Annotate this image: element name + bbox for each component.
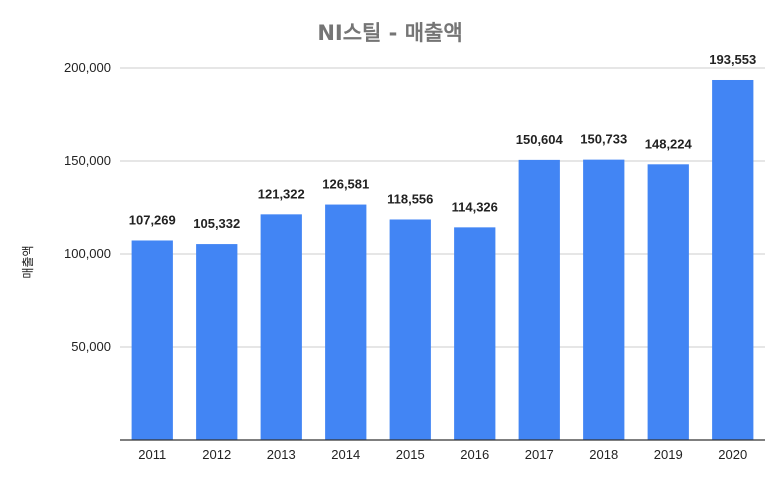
- bar: [454, 227, 496, 440]
- y-axis-ticks: 50,000 100,000 150,000 200,000: [64, 60, 111, 354]
- x-tick-label: 2019: [654, 447, 683, 462]
- bar: [583, 159, 625, 440]
- y-tick-label: 150,000: [64, 153, 111, 168]
- x-tick-label: 2011: [138, 447, 166, 462]
- bar: [712, 79, 754, 440]
- x-tick-label: 2013: [267, 447, 296, 462]
- data-label: 118,556: [387, 191, 433, 206]
- bar: [260, 214, 302, 440]
- y-axis-label: 매출액: [21, 245, 35, 278]
- x-tick-label: 2012: [202, 447, 231, 462]
- x-tick-label: 2016: [460, 447, 489, 462]
- data-label: 107,269: [129, 212, 176, 227]
- chart-title: NI스틸 - 매출액: [317, 21, 462, 45]
- bar: [196, 244, 238, 440]
- y-tick-label: 50,000: [71, 339, 111, 354]
- x-tick-label: 2015: [396, 447, 425, 462]
- x-axis-ticks: 2011 2012 2013 2014 2015 2016 2017 2018 2019 2020: [138, 447, 747, 462]
- y-tick-label: 200,000: [64, 60, 111, 75]
- data-label: 121,322: [258, 186, 305, 201]
- bar: [131, 240, 173, 440]
- x-tick-label: 2017: [525, 447, 554, 462]
- data-label: 126,581: [322, 177, 369, 192]
- data-label: 150,604: [516, 132, 564, 147]
- data-label: 193,553: [709, 52, 756, 67]
- bar: [518, 159, 560, 440]
- x-tick-label: 2018: [589, 447, 618, 462]
- data-label: 114,326: [452, 199, 498, 214]
- y-tick-label: 100,000: [64, 246, 111, 261]
- data-labels: 107,269 105,332 121,322 126,581 118,556 114,3…: [129, 52, 757, 231]
- data-label: 150,733: [580, 132, 627, 147]
- x-tick-label: 2014: [331, 447, 360, 462]
- data-label: 105,332: [193, 216, 240, 231]
- x-tick-label: 2020: [718, 447, 747, 462]
- bar: [647, 164, 689, 441]
- bar: [389, 219, 431, 440]
- data-label: 148,224: [645, 136, 693, 151]
- bar: [325, 204, 367, 440]
- bars: [131, 79, 754, 441]
